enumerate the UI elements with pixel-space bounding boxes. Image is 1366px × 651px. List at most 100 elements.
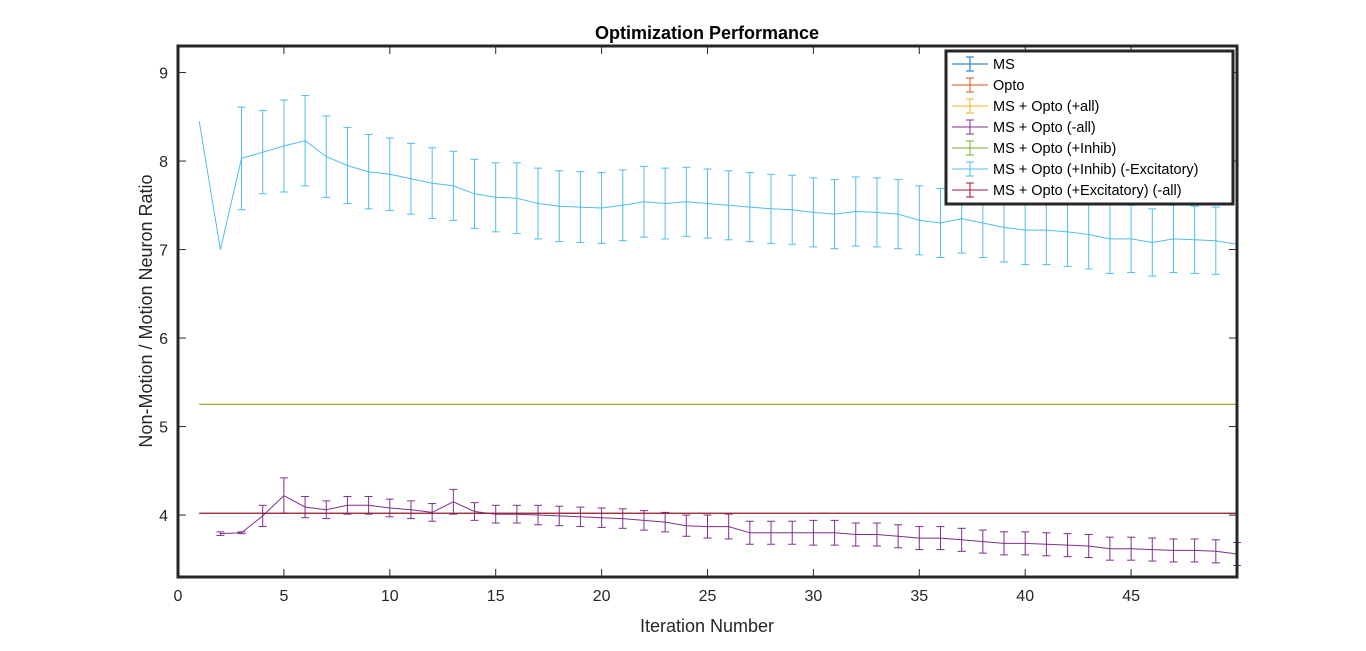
error-bar bbox=[1190, 205, 1199, 274]
error-bar bbox=[1169, 538, 1178, 563]
legend-box bbox=[944, 49, 1235, 206]
error-bar bbox=[597, 172, 606, 244]
error-bar bbox=[301, 95, 310, 187]
series-layer bbox=[198, 95, 1241, 566]
error-bar bbox=[872, 177, 881, 248]
legend-label: MS bbox=[993, 57, 1015, 73]
y-tick-label: 9 bbox=[159, 66, 168, 83]
error-bar bbox=[322, 115, 331, 198]
error-bar bbox=[406, 500, 415, 520]
error-bar bbox=[428, 503, 437, 522]
x-axis-label: Iteration Number bbox=[640, 616, 774, 636]
error-bar bbox=[555, 505, 564, 527]
error-bar bbox=[957, 527, 966, 552]
error-bar bbox=[745, 520, 754, 545]
error-bar bbox=[978, 529, 987, 554]
error-bar bbox=[745, 172, 754, 243]
legend-label: MS + Opto (+Excitatory) (-all) bbox=[993, 183, 1182, 199]
error-bar bbox=[894, 179, 903, 250]
error-bar bbox=[788, 174, 797, 245]
legend-item: MS + Opto (-all) bbox=[952, 119, 1096, 136]
error-bar bbox=[639, 510, 648, 531]
legend-label: MS + Opto (+Inhib) (-Excitatory) bbox=[993, 162, 1198, 178]
error-bar bbox=[449, 150, 458, 221]
error-bar bbox=[534, 504, 543, 526]
error-bar bbox=[1148, 537, 1157, 562]
series-5 bbox=[198, 95, 1238, 277]
error-bar bbox=[576, 506, 585, 528]
legend-item: MS bbox=[952, 56, 1015, 73]
error-bar bbox=[936, 187, 945, 259]
error-bar bbox=[279, 99, 288, 193]
error-bar bbox=[703, 514, 712, 539]
x-tick-label: 20 bbox=[593, 588, 611, 605]
error-bar bbox=[534, 167, 543, 240]
error-bar bbox=[618, 169, 627, 242]
y-tick-label: 5 bbox=[159, 420, 168, 437]
error-bar bbox=[788, 520, 797, 545]
error-bar bbox=[851, 522, 860, 547]
error-bar bbox=[703, 168, 712, 239]
error-bar bbox=[809, 519, 818, 546]
error-bar bbox=[428, 147, 437, 220]
error-bar bbox=[1127, 536, 1136, 561]
legend-label: MS + Opto (+Inhib) bbox=[993, 141, 1116, 157]
x-tick-label: 40 bbox=[1016, 588, 1034, 605]
series-line bbox=[198, 121, 1238, 250]
error-bar bbox=[682, 514, 691, 537]
error-bar bbox=[406, 142, 415, 215]
error-bar bbox=[555, 170, 564, 243]
legend-item: MS + Opto (+Inhib) (-Excitatory) bbox=[952, 161, 1198, 178]
error-bar bbox=[576, 171, 585, 243]
error-bar bbox=[894, 524, 903, 549]
error-bar bbox=[915, 526, 924, 551]
x-tick-label: 25 bbox=[699, 588, 717, 605]
error-bar bbox=[936, 526, 945, 551]
error-bar bbox=[470, 502, 479, 521]
legend-item: MS + Opto (+Excitatory) (-all) bbox=[952, 182, 1182, 199]
chart-title: Optimization Performance bbox=[595, 23, 819, 43]
error-bar bbox=[470, 158, 479, 229]
error-bar bbox=[661, 167, 670, 240]
error-bar bbox=[512, 162, 521, 235]
x-tick-label: 45 bbox=[1122, 588, 1140, 605]
legend: MS Opto MS + Opto (+all) MS + Opto (-all) MS… bbox=[944, 49, 1235, 206]
error-bar bbox=[767, 520, 776, 545]
error-bar bbox=[512, 504, 521, 524]
error-bar bbox=[682, 166, 691, 237]
error-bar bbox=[258, 110, 267, 195]
error-bar bbox=[830, 179, 839, 250]
error-bar bbox=[851, 176, 860, 247]
error-bar bbox=[301, 495, 310, 519]
series-3 bbox=[216, 477, 1241, 566]
legend-label: MS + Opto (-all) bbox=[993, 120, 1096, 136]
legend-item: Opto bbox=[952, 77, 1024, 94]
error-bar bbox=[237, 531, 246, 535]
x-tick-label: 5 bbox=[279, 588, 288, 605]
x-tick-label: 10 bbox=[381, 588, 399, 605]
error-bar bbox=[385, 498, 394, 518]
error-bar bbox=[258, 504, 267, 528]
error-bar bbox=[491, 504, 500, 524]
legend-item: MS + Opto (+all) bbox=[952, 98, 1099, 115]
x-tick-label: 35 bbox=[910, 588, 928, 605]
error-bar bbox=[343, 126, 352, 205]
error-bar bbox=[872, 522, 881, 547]
x-tick-label: 30 bbox=[805, 588, 823, 605]
x-tick-label: 0 bbox=[174, 588, 183, 605]
y-tick-label: 6 bbox=[159, 331, 168, 348]
error-bar bbox=[809, 177, 818, 248]
error-bar bbox=[1211, 539, 1220, 564]
y-tick-label: 4 bbox=[159, 508, 168, 525]
error-bar bbox=[364, 134, 373, 210]
error-bar bbox=[491, 162, 500, 233]
error-bar bbox=[1148, 208, 1157, 277]
error-bar bbox=[1105, 536, 1114, 561]
axes-box bbox=[176, 44, 1239, 579]
error-bar bbox=[661, 511, 670, 533]
error-bar bbox=[597, 507, 606, 528]
error-bar bbox=[1021, 531, 1030, 556]
error-bar bbox=[216, 531, 225, 536]
error-bar bbox=[618, 508, 627, 529]
